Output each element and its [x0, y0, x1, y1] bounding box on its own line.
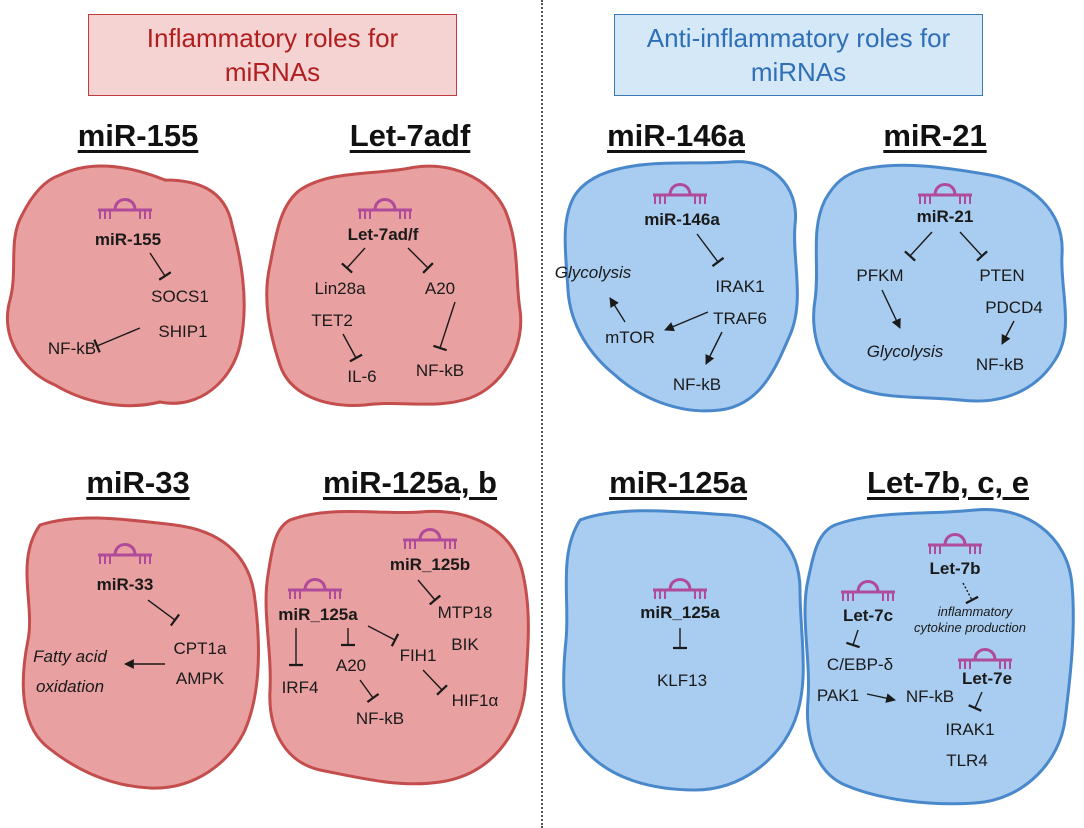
- inhibition-line: [962, 582, 979, 605]
- mir125a-anti-target-klf13: KLF13: [657, 671, 707, 690]
- cell-mir33: [21, 516, 261, 790]
- inhibition-line: [342, 333, 363, 363]
- mir33-label: miR-33: [97, 575, 154, 594]
- mir125a-target-a20: A20: [336, 656, 366, 675]
- mir155-downstream-nfkb: NF-kB: [48, 339, 96, 358]
- mir21-glycolysis: Glycolysis: [867, 342, 944, 361]
- inhibition-line: [93, 327, 141, 353]
- cell-mir125ab: [264, 509, 530, 786]
- inhibition-line: [359, 679, 380, 704]
- panel-title-mir125a: miR-125a: [609, 465, 747, 500]
- cell-let7adf: [265, 164, 523, 407]
- inhibition-line: [147, 599, 181, 627]
- panel-title-mir146a: miR-146a: [607, 118, 745, 153]
- activation-arrow: [866, 693, 896, 703]
- mir125ab-target-fih1: FIH1: [400, 646, 437, 665]
- let7b-effect-line1: inflammatory: [938, 604, 1014, 619]
- panel-title-mir21: miR-21: [883, 118, 987, 153]
- activation-arrow: [1001, 320, 1015, 345]
- mir125a-anti-label: miR_125a: [640, 603, 720, 622]
- inhibition-line: [407, 247, 434, 274]
- let7e-label: Let-7e: [962, 669, 1012, 688]
- mir125a-target-irf4: IRF4: [282, 678, 319, 697]
- panel-title-mir125ab: miR-125a, b: [322, 465, 497, 500]
- mir146a-target-irak1: IRAK1: [715, 277, 764, 296]
- mir33-outcome-line1: Fatty acid: [33, 647, 107, 666]
- panel-title-mir155: miR-155: [77, 118, 199, 153]
- mir155-target-ship1: SHIP1: [158, 322, 207, 341]
- mir21-target-pdcd4: PDCD4: [985, 298, 1043, 317]
- anti-inflammatory-header-line1: Anti-inflammatory roles for: [646, 23, 951, 53]
- let7adf-target-a20: A20: [425, 279, 455, 298]
- let7adf-downstream-nfkb: NF-kB: [416, 361, 464, 380]
- mir21-downstream-nfkb: NF-kB: [976, 355, 1024, 374]
- mir125a-label: miR_125a: [278, 605, 358, 624]
- inflammatory-header: Inflammatory roles for miRNAs: [88, 14, 457, 96]
- let7adf-label: Let-7ad/f: [348, 225, 419, 244]
- let7adf-downstream-il6: IL-6: [347, 367, 376, 386]
- let7c-downstream-nfkb: NF-kB: [906, 687, 954, 706]
- activation-arrow: [664, 311, 709, 332]
- mir146a-downstream-nfkb: NF-kB: [673, 375, 721, 394]
- mir21-label: miR-21: [917, 207, 974, 226]
- mir125b-target-mtp18: MTP18: [438, 603, 493, 622]
- let7b-effect-line2: cytokine production: [914, 620, 1026, 635]
- inhibition-line: [422, 669, 448, 696]
- mir125ab-fih1-downstream-hif1a: HIF1α: [452, 691, 499, 710]
- let7c-target-pak1: PAK1: [817, 686, 859, 705]
- inhibition-line: [432, 301, 456, 352]
- let7b-label: Let-7b: [930, 559, 981, 578]
- activation-arrow: [705, 331, 723, 365]
- mir125b-target-bik: BIK: [451, 635, 479, 654]
- inhibition-line: [846, 629, 860, 649]
- inhibition-line: [367, 625, 400, 647]
- inhibition-line: [968, 691, 983, 712]
- inhibition-line: [696, 233, 725, 268]
- let7c-label: Let-7c: [843, 606, 893, 625]
- mir155-label: miR-155: [95, 230, 161, 249]
- mir146a-mtor: mTOR: [605, 328, 655, 347]
- inhibition-line: [417, 579, 442, 606]
- inflammatory-header-line2: miRNAs: [224, 57, 321, 87]
- inhibition-line: [904, 231, 933, 262]
- activation-arrow: [881, 289, 901, 329]
- mir21-target-pfkm: PFKM: [856, 266, 903, 285]
- mir33-outcome-line2: oxidation: [36, 677, 104, 696]
- activation-arrow: [609, 297, 626, 323]
- mir146a-glycolysis: Glycolysis: [555, 263, 632, 282]
- mir125b-label: miR_125b: [390, 555, 470, 574]
- mir33-target-cpt1a: CPT1a: [174, 639, 227, 658]
- mir146a-target-traf6: TRAF6: [713, 309, 767, 328]
- let7adf-target-tet2: TET2: [311, 311, 353, 330]
- inflammatory-header-line1: Inflammatory roles for: [146, 23, 399, 53]
- inhibition-line: [959, 231, 988, 262]
- cell-mir146a: [563, 160, 799, 413]
- let7e-target-irak1: IRAK1: [945, 720, 994, 739]
- inhibition-line: [149, 252, 172, 281]
- panel-title-let7bce: Let-7b, c, e: [867, 465, 1029, 500]
- mir125a-a20-downstream-nfkb: NF-kB: [356, 709, 404, 728]
- panel-title-let7adf: Let-7adf: [349, 118, 471, 153]
- inhibition-line: [341, 247, 366, 274]
- mir33-target-ampk: AMPK: [176, 669, 225, 688]
- mir21-target-pten: PTEN: [979, 266, 1024, 285]
- let7e-target-tlr4: TLR4: [946, 751, 988, 770]
- cell-mir155: [5, 164, 246, 408]
- let7adf-target-lin28a: Lin28a: [314, 279, 366, 298]
- mir155-target-socs1: SOCS1: [151, 287, 209, 306]
- section-divider: [541, 0, 543, 828]
- cell-mir125a: [562, 509, 805, 792]
- anti-inflammatory-header-line2: miRNAs: [750, 57, 847, 87]
- mir146a-label: miR-146a: [644, 210, 720, 229]
- anti-inflammatory-header: Anti-inflammatory roles for miRNAs: [614, 14, 983, 96]
- panel-title-mir33: miR-33: [86, 465, 190, 500]
- cell-mir21: [812, 163, 1067, 403]
- let7c-target-cebpd: C/EBP-δ: [827, 655, 893, 674]
